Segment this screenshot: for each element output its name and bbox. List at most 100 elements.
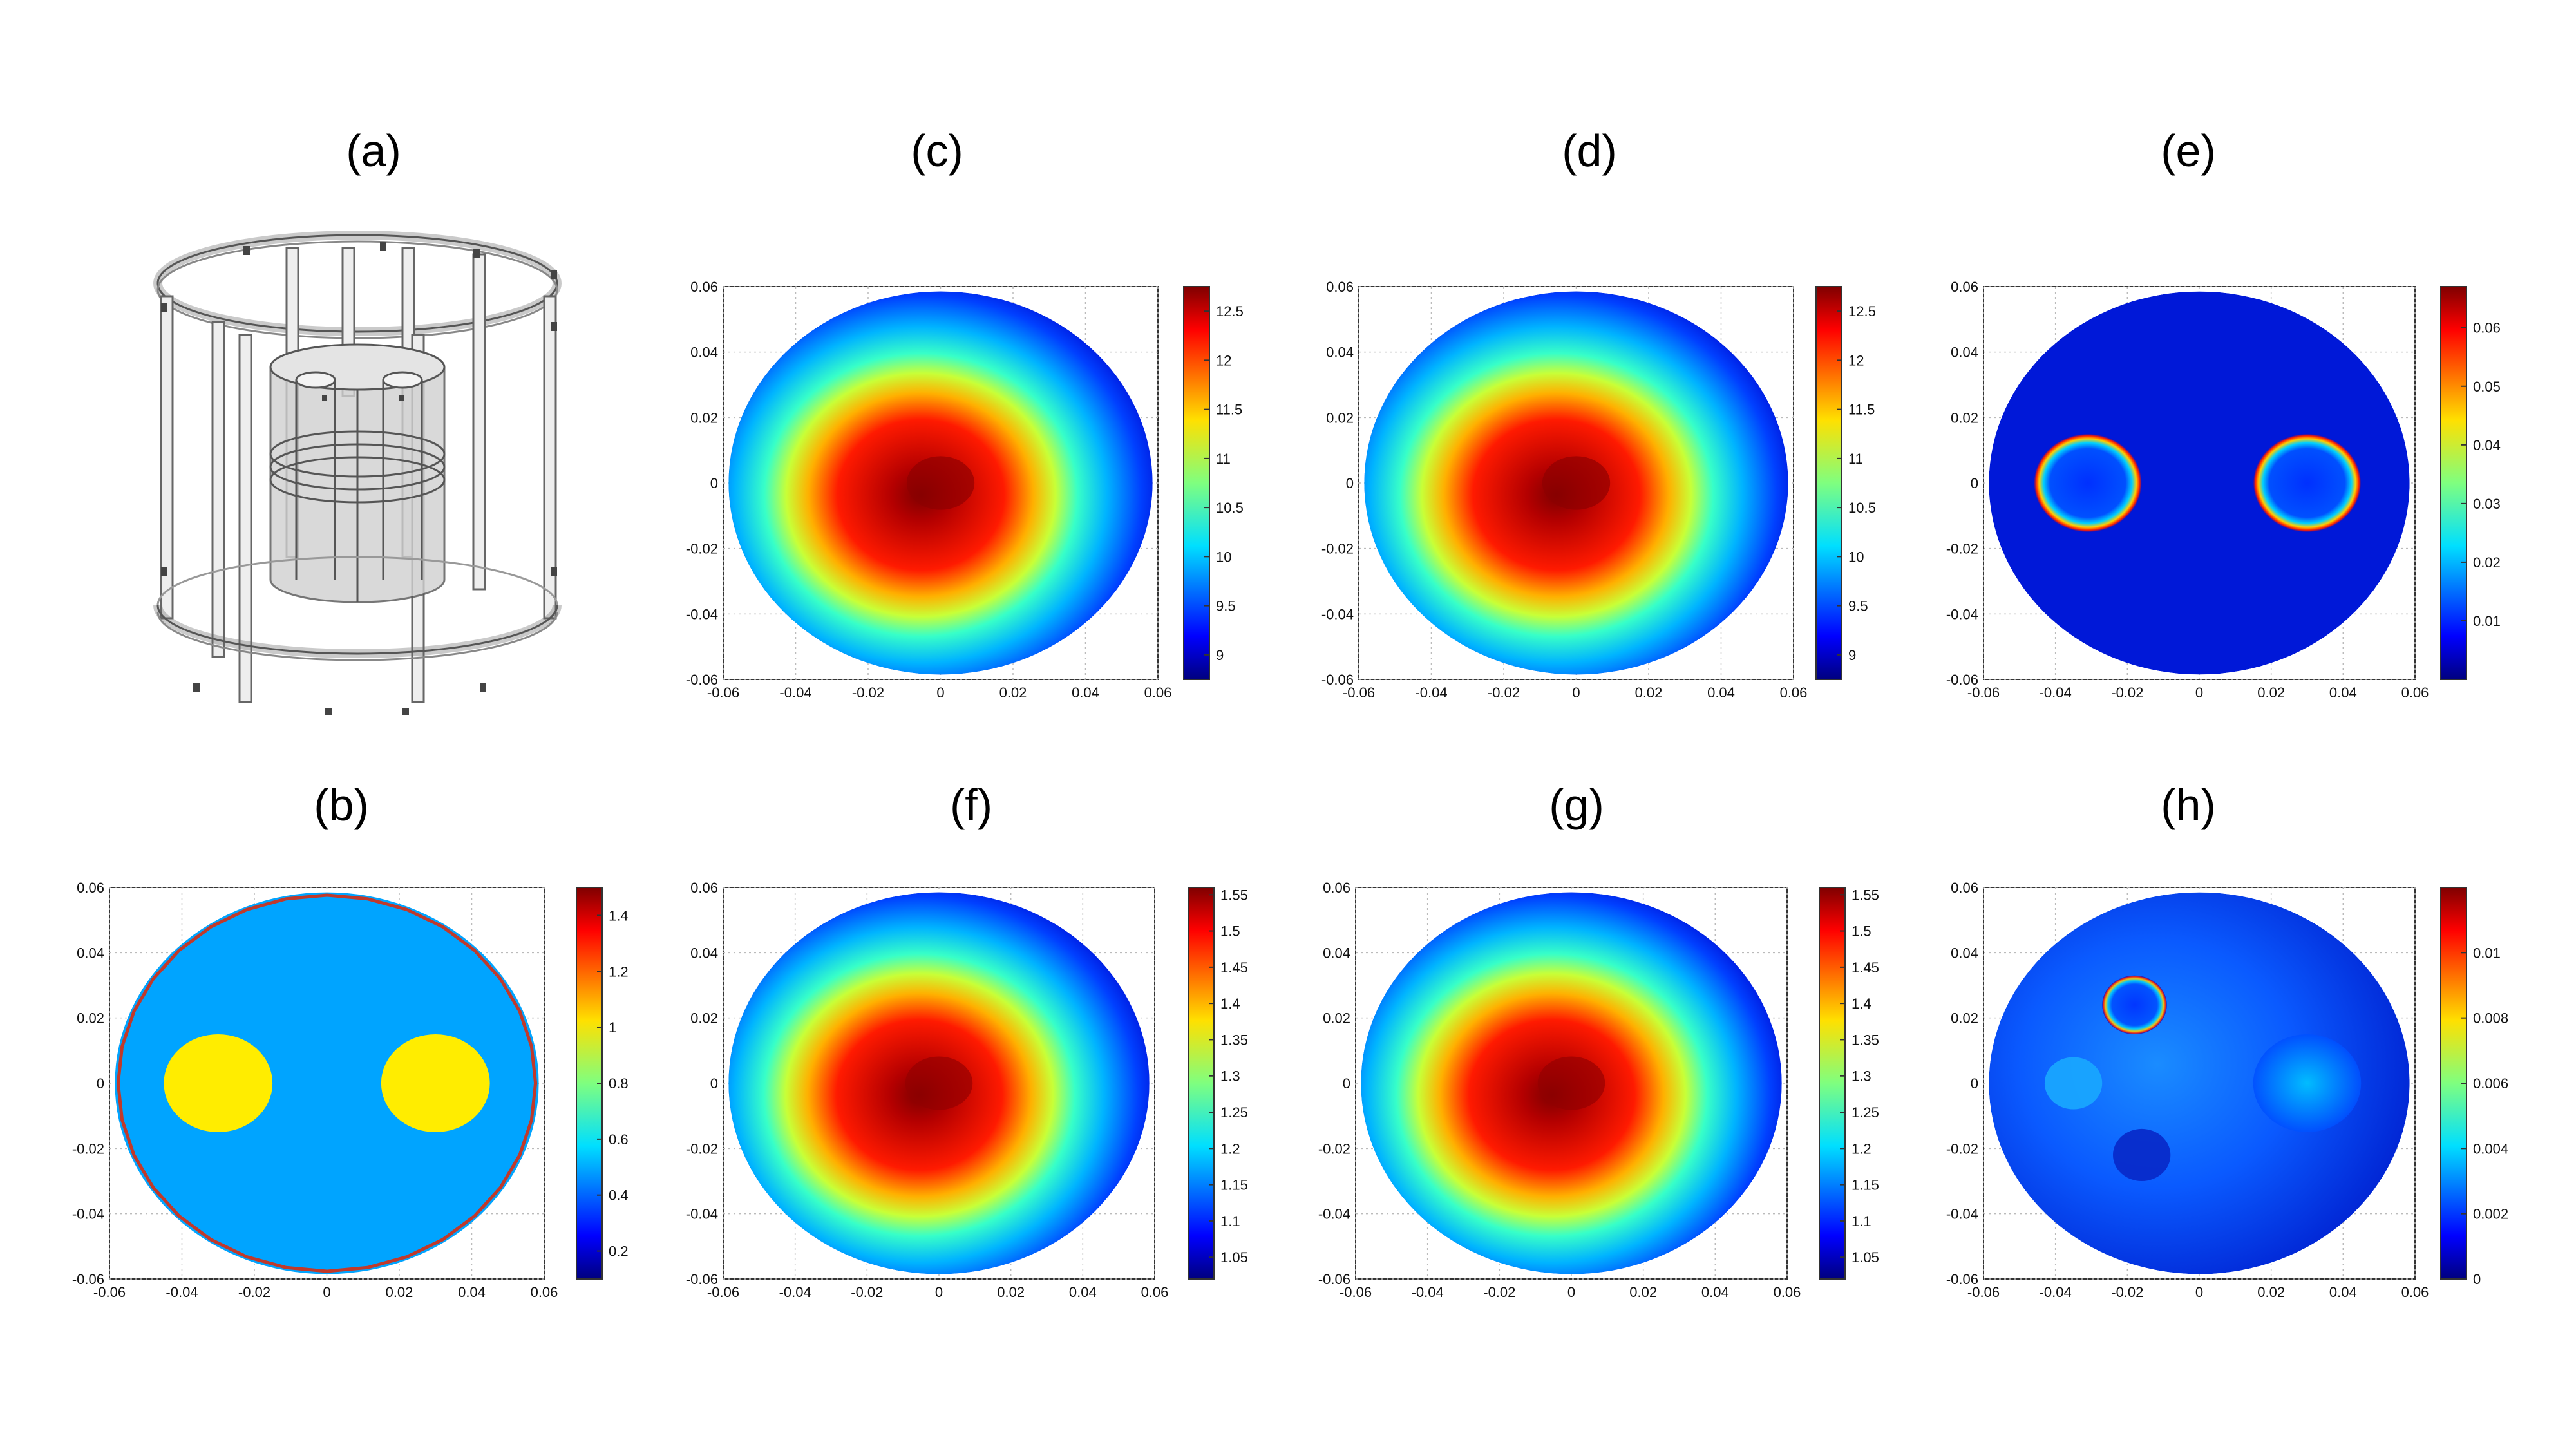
heatmap-field bbox=[115, 892, 539, 1274]
colorbar-tick-label: 1.2 bbox=[609, 963, 629, 980]
y-tick-label: -0.06 bbox=[686, 672, 718, 688]
colorbar-tick-label: 0.01 bbox=[2473, 613, 2501, 629]
colorbar-tick-label: 1.25 bbox=[1220, 1104, 1248, 1121]
y-tick-label: 0 bbox=[97, 1075, 104, 1092]
background-region bbox=[115, 892, 539, 1274]
x-tick-label: 0.04 bbox=[1069, 1284, 1097, 1300]
x-tick-label: 0 bbox=[936, 685, 944, 701]
y-tick-label: -0.02 bbox=[1318, 1141, 1350, 1157]
y-tick-label: -0.02 bbox=[1946, 541, 1978, 557]
colorbar-tick-label: 9 bbox=[1216, 647, 1224, 663]
x-tick-label: 0 bbox=[2195, 1284, 2203, 1300]
phantom-cylinder bbox=[269, 343, 446, 603]
x-tick-label: -0.06 bbox=[1967, 685, 2000, 701]
y-tick-label: -0.06 bbox=[1321, 672, 1354, 688]
y-tick-label: 0.04 bbox=[1326, 345, 1354, 361]
x-tick-label: 0.04 bbox=[1701, 1284, 1729, 1300]
x-tick-label: -0.02 bbox=[852, 685, 884, 701]
x-tick-label: 0.06 bbox=[531, 1284, 558, 1300]
tick-labels: -0.06 -0.04 -0.02 0 0.02 0.04 0.06 0.06 0.04 0.02… bbox=[72, 880, 558, 1300]
y-tick-label: 0.02 bbox=[690, 1010, 718, 1027]
x-tick-label: 0.04 bbox=[2329, 685, 2357, 701]
x-tick-label: -0.02 bbox=[1488, 685, 1520, 701]
colorbar: 12.5 12 11.5 11 10.5 10 9.5 9 bbox=[1815, 286, 1876, 680]
error-ring bbox=[2034, 433, 2142, 533]
y-tick-label: 0.04 bbox=[690, 945, 718, 961]
colorbar-tick-label: 11 bbox=[1848, 451, 1863, 467]
x-tick-label: -0.04 bbox=[1412, 1284, 1444, 1300]
y-tick-label: -0.06 bbox=[686, 1271, 718, 1287]
y-tick-label: 0 bbox=[1343, 1075, 1350, 1092]
y-tick-label: 0.04 bbox=[1951, 345, 1978, 361]
y-tick-label: 0.06 bbox=[1323, 880, 1350, 896]
chart-g: -0.06 -0.04 -0.02 0 0.02 0.04 0.06 0.06 0.04 0.02… bbox=[1318, 880, 1879, 1300]
colorbar-tick-label: 9 bbox=[1848, 647, 1856, 663]
colorbar: 1.55 1.5 1.45 1.4 1.35 1.3 1.25 1.2 1.15 1.1 1.05 bbox=[1819, 887, 1879, 1280]
x-tick-label: -0.06 bbox=[707, 1284, 739, 1300]
colorbar-tick-label: 10 bbox=[1216, 549, 1231, 565]
colorbar-gradient bbox=[2440, 286, 2467, 680]
y-tick-label: 0 bbox=[1971, 1075, 1978, 1092]
boundary-outline bbox=[116, 893, 538, 1273]
y-tick-label: 0.02 bbox=[1323, 1010, 1350, 1027]
error-ring bbox=[2253, 433, 2362, 533]
model-3d-drawing bbox=[153, 231, 562, 715]
y-tick-label: 0.02 bbox=[77, 1010, 104, 1027]
x-tick-label: 0.04 bbox=[2329, 1284, 2357, 1300]
x-tick-label: 0.02 bbox=[2257, 1284, 2285, 1300]
colorbar-tick-label: 1.2 bbox=[1852, 1141, 1871, 1157]
colorbar-tick-label: 1.2 bbox=[1220, 1141, 1240, 1157]
colorbar-tick-label: 0.01 bbox=[2473, 945, 2501, 961]
x-tick-label: 0.02 bbox=[997, 1284, 1025, 1300]
panel-labels: (a) (b) (c) (d) (e) (f) (g) (h) bbox=[314, 126, 2216, 830]
colorbar-tick-label: 12.5 bbox=[1216, 303, 1244, 319]
y-tick-label: 0 bbox=[1346, 475, 1354, 491]
y-tick-label: -0.04 bbox=[1321, 606, 1354, 622]
x-tick-label: 0 bbox=[935, 1284, 943, 1300]
colorbar-tick-label: 0.05 bbox=[2473, 379, 2501, 395]
y-tick-label: -0.06 bbox=[1946, 1271, 1978, 1287]
colorbar-tick-label: 9.5 bbox=[1848, 598, 1868, 614]
x-tick-label: -0.06 bbox=[707, 685, 739, 701]
x-tick-label: 0.02 bbox=[386, 1284, 413, 1300]
y-tick-label: -0.02 bbox=[686, 1141, 718, 1157]
colorbar-tick-label: 1.5 bbox=[1852, 923, 1871, 940]
heatmap-field bbox=[728, 892, 1150, 1274]
chart-h: -0.06 -0.04 -0.02 0 0.02 0.04 0.06 0.06 0.04 0.02… bbox=[1946, 880, 2508, 1300]
colorbar-tick-label: 1.3 bbox=[1220, 1068, 1240, 1084]
y-tick-label: 0 bbox=[710, 475, 718, 491]
y-tick-label: 0 bbox=[710, 1075, 718, 1092]
colorbar-tick-label: 0.03 bbox=[2473, 496, 2501, 512]
x-tick-label: 0 bbox=[2195, 685, 2203, 701]
x-tick-label: 0.06 bbox=[1780, 685, 1808, 701]
field-base bbox=[1989, 291, 2410, 675]
x-tick-label: -0.06 bbox=[1967, 1284, 2000, 1300]
colorbar-tick-label: 0.02 bbox=[2473, 554, 2501, 571]
x-tick-label: 0 bbox=[1572, 685, 1580, 701]
x-tick-label: -0.02 bbox=[1483, 1284, 1515, 1300]
x-tick-label: 0.02 bbox=[999, 685, 1027, 701]
y-tick-label: -0.02 bbox=[686, 541, 718, 557]
colorbar-tick-label: 1.15 bbox=[1852, 1177, 1879, 1193]
colorbar-tick-label: 12.5 bbox=[1848, 303, 1876, 319]
colorbar-tick-label: 0.6 bbox=[609, 1132, 629, 1148]
y-tick-label: -0.06 bbox=[1318, 1271, 1350, 1287]
x-tick-label: 0.06 bbox=[1774, 1284, 1801, 1300]
colorbar-tick-label: 1 bbox=[609, 1019, 616, 1036]
colorbar-tick-label: 1.15 bbox=[1220, 1177, 1248, 1193]
colorbar-tick-label: 0 bbox=[2473, 1271, 2481, 1287]
y-tick-label: 0.02 bbox=[1951, 410, 1978, 426]
colorbar-tick-label: 1.05 bbox=[1220, 1249, 1248, 1265]
y-tick-label: 0.06 bbox=[1951, 279, 1978, 295]
colorbar-tick-label: 1.5 bbox=[1220, 923, 1240, 940]
colorbar-gradient bbox=[1815, 286, 1842, 680]
colorbar-tick-label: 0.002 bbox=[2473, 1206, 2508, 1222]
colorbar-tick-label: 0.04 bbox=[2473, 437, 2501, 453]
colorbar-tick-label: 0.8 bbox=[609, 1075, 629, 1092]
colorbar: 12.5 12 11.5 11 10.5 10 9.5 9 bbox=[1183, 286, 1244, 680]
x-tick-label: 0.06 bbox=[1144, 685, 1172, 701]
x-tick-label: 0.06 bbox=[2401, 685, 2429, 701]
inclusion bbox=[381, 1034, 490, 1132]
inclusion bbox=[164, 1034, 273, 1132]
tick-labels: -0.06 -0.04 -0.02 0 0.02 0.04 0.06 0.06 0.04 0.02… bbox=[686, 279, 1172, 701]
